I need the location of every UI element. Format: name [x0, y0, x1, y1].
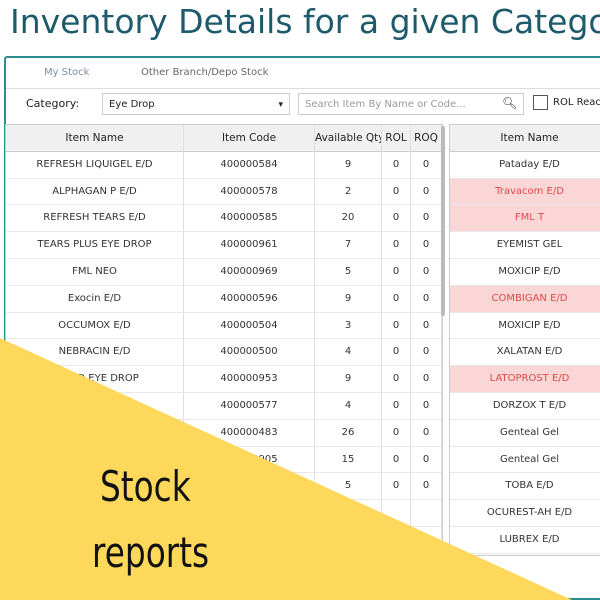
other-table: Item Name Pataday E/D Travacom E/D FML T EYE… [449, 124, 600, 556]
table-cell[interactable]: FML NEO [6, 259, 184, 286]
table-cell: 0 [382, 151, 411, 179]
table-cell[interactable]: LUBREX E/D [450, 527, 600, 554]
table-cell: 400000585 [184, 205, 315, 233]
table-cell[interactable]: XALATAN E/D [450, 339, 600, 367]
checkbox-label: ROL Reach [553, 97, 600, 108]
table-cell[interactable]: Exocin E/D [6, 285, 184, 313]
table-cell: 0 [382, 339, 411, 367]
checkbox[interactable] [533, 95, 548, 110]
table-cell: 0 [382, 419, 411, 447]
table-cell[interactable]: FML T [450, 205, 600, 233]
table-cell: 0 [382, 259, 411, 286]
table-cell: 0 [411, 312, 442, 340]
table-cell[interactable]: Travacom E/D [450, 178, 600, 206]
category-select[interactable]: Eye Drop [102, 93, 290, 116]
table-cell: 400000961 [184, 232, 315, 259]
table-cell: 0 [382, 285, 411, 313]
table-cell: 400000969 [184, 259, 315, 286]
table-cell[interactable]: OCCUMOX E/D [6, 312, 184, 340]
table-cell[interactable]: ALPHAGAN P E/D [6, 178, 184, 206]
table-cell: 5 [315, 259, 382, 286]
table-cell: 0 [411, 419, 442, 447]
table-cell[interactable]: Pataday E/D [450, 152, 600, 179]
table-cell[interactable]: TOBA E/D [450, 473, 600, 501]
table-cell: 400000504 [184, 312, 315, 340]
table-cell: 0 [382, 205, 411, 233]
table-cell: 0 [382, 178, 411, 206]
tab[interactable]: Other Branch/Depo Stock [141, 67, 269, 78]
table-cell[interactable]: Genteal Gel [450, 447, 600, 474]
table-cell: 4 [315, 339, 382, 367]
page-title: Inventory Details for a given Categor [10, 2, 600, 41]
column-header: ROL [382, 125, 411, 152]
table-cell: 0 [411, 446, 442, 474]
table-cell: 0 [411, 339, 442, 367]
table-cell: 400000578 [184, 178, 315, 206]
table-cell[interactable]: REFRESH TEARS E/D [6, 205, 184, 233]
table-cell: 0 [382, 232, 411, 259]
table-cell: 0 [382, 446, 411, 474]
table-cell: 400000953 [184, 366, 315, 393]
banner-triangle [0, 338, 572, 600]
table-cell: 20 [315, 205, 382, 233]
table-cell[interactable]: MOXICIP E/D [450, 313, 600, 340]
table-cell[interactable]: OCUREST-AH E/D [450, 500, 600, 527]
table-cell: 9 [315, 151, 382, 179]
table-cell: 0 [382, 366, 411, 393]
table-cell: 9 [315, 285, 382, 313]
table-cell[interactable]: EYEMIST GEL [450, 232, 600, 259]
table-cell[interactable]: NEBRACIN E/D [6, 339, 184, 367]
table-cell: 0 [411, 366, 442, 393]
scrollbar[interactable] [441, 126, 445, 316]
table-cell: 400000577 [184, 393, 315, 420]
table-cell: 0 [382, 473, 411, 501]
table-cell: 4 [315, 393, 382, 420]
tab[interactable]: My Stock [44, 67, 90, 78]
table-cell: 3 [315, 312, 382, 340]
table-cell [411, 500, 442, 527]
table-cell: 26 [315, 419, 382, 447]
table-cell: 0 [411, 473, 442, 501]
table-cell: 15 [315, 446, 382, 474]
table-cell[interactable]: TEARS PLUS EYE DROP [6, 232, 184, 259]
column-header: Item Code [184, 125, 315, 152]
divider [6, 88, 600, 89]
table-cell[interactable]: Genteal Gel [450, 420, 600, 447]
column-header: Item Name [450, 125, 600, 152]
banner-text: reports [92, 528, 210, 577]
table-cell: 0 [411, 393, 442, 420]
column-header: Item Name [6, 125, 184, 152]
table-cell: 2 [315, 178, 382, 206]
table-cell: 400000500 [184, 339, 315, 367]
table-cell[interactable]: COMBIGAN E/D [450, 285, 600, 313]
table-cell: 400000596 [184, 285, 315, 313]
search-input[interactable]: Search Item By Name or Code... [298, 93, 524, 115]
table-cell: 7 [315, 232, 382, 259]
table-cell: 0 [382, 312, 411, 340]
table-cell[interactable]: REFRESH LIQUIGEL E/D [6, 151, 184, 179]
banner-text: Stock [100, 462, 191, 511]
category-label: Category: [26, 97, 80, 110]
table-cell[interactable]: DORZOX T E/D [450, 393, 600, 420]
table-cell[interactable]: LATOPROST E/D [450, 366, 600, 393]
column-header: Available Qty [315, 125, 382, 152]
table-cell: 9 [315, 366, 382, 393]
column-header: ROQ [411, 125, 442, 152]
table-cell[interactable]: MOXICIP E/D [450, 259, 600, 286]
table-cell: 400000483 [184, 419, 315, 447]
table-cell: 400000584 [184, 151, 315, 179]
search-icon[interactable]: 🔍︎ [502, 96, 518, 110]
table-cell: 0 [382, 393, 411, 420]
